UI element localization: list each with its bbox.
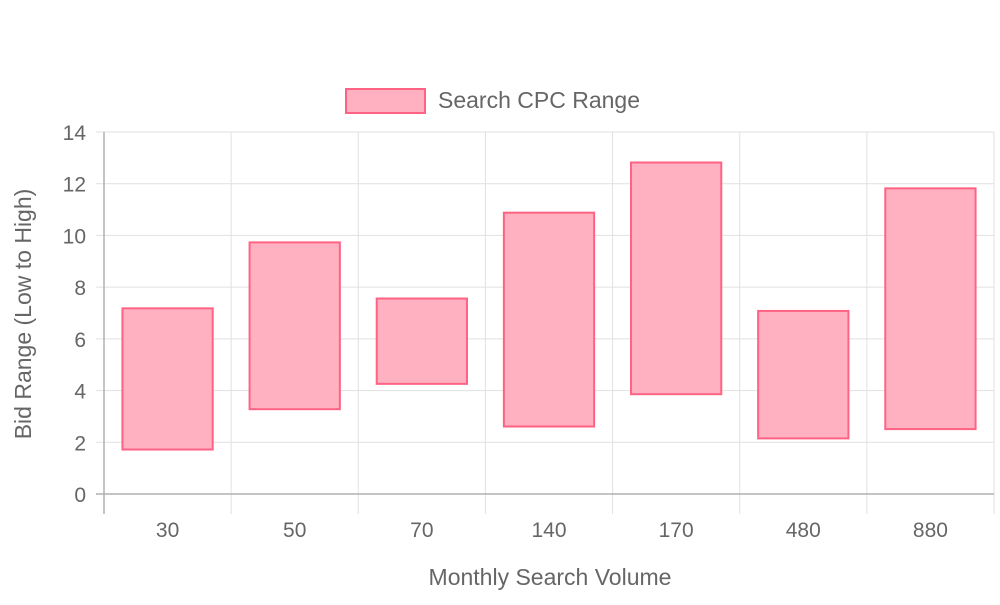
x-tick-label: 170 (659, 519, 694, 542)
legend[interactable]: Search CPC Range (345, 87, 640, 114)
bars (121, 161, 977, 451)
y-tick-label: 6 (74, 329, 86, 352)
axes (96, 132, 994, 514)
y-tick-label: 10 (63, 225, 86, 248)
x-axis-title: Monthly Search Volume (429, 564, 672, 590)
y-tick-label: 12 (63, 174, 86, 197)
range-bar[interactable] (248, 241, 341, 411)
y-tick-label: 0 (74, 484, 86, 507)
range-bar[interactable] (757, 309, 850, 440)
legend-swatch (345, 88, 426, 114)
legend-label: Search CPC Range (438, 87, 640, 113)
x-tick-label: 30 (156, 519, 179, 542)
x-tick-label: 50 (283, 519, 306, 542)
range-bar[interactable] (121, 307, 214, 451)
x-tick-label: 480 (786, 519, 821, 542)
y-tick-label: 14 (63, 122, 87, 145)
y-axis-title: Bid Range (Low to High) (10, 189, 36, 440)
range-bar[interactable] (884, 187, 977, 431)
y-tick-label: 8 (74, 277, 86, 300)
x-tick-label: 880 (913, 519, 948, 542)
range-bar[interactable] (502, 211, 596, 428)
x-tick-label: 70 (410, 519, 433, 542)
x-tick-labels: 30 50 70 140 170 480 880 (156, 519, 948, 542)
range-bar[interactable] (630, 161, 723, 396)
range-bar[interactable] (375, 297, 468, 385)
y-tick-label: 4 (74, 381, 86, 404)
y-tick-labels: 0 2 4 6 8 10 12 14 (63, 122, 87, 507)
x-tick-label: 140 (531, 519, 566, 542)
y-tick-label: 2 (74, 432, 86, 455)
